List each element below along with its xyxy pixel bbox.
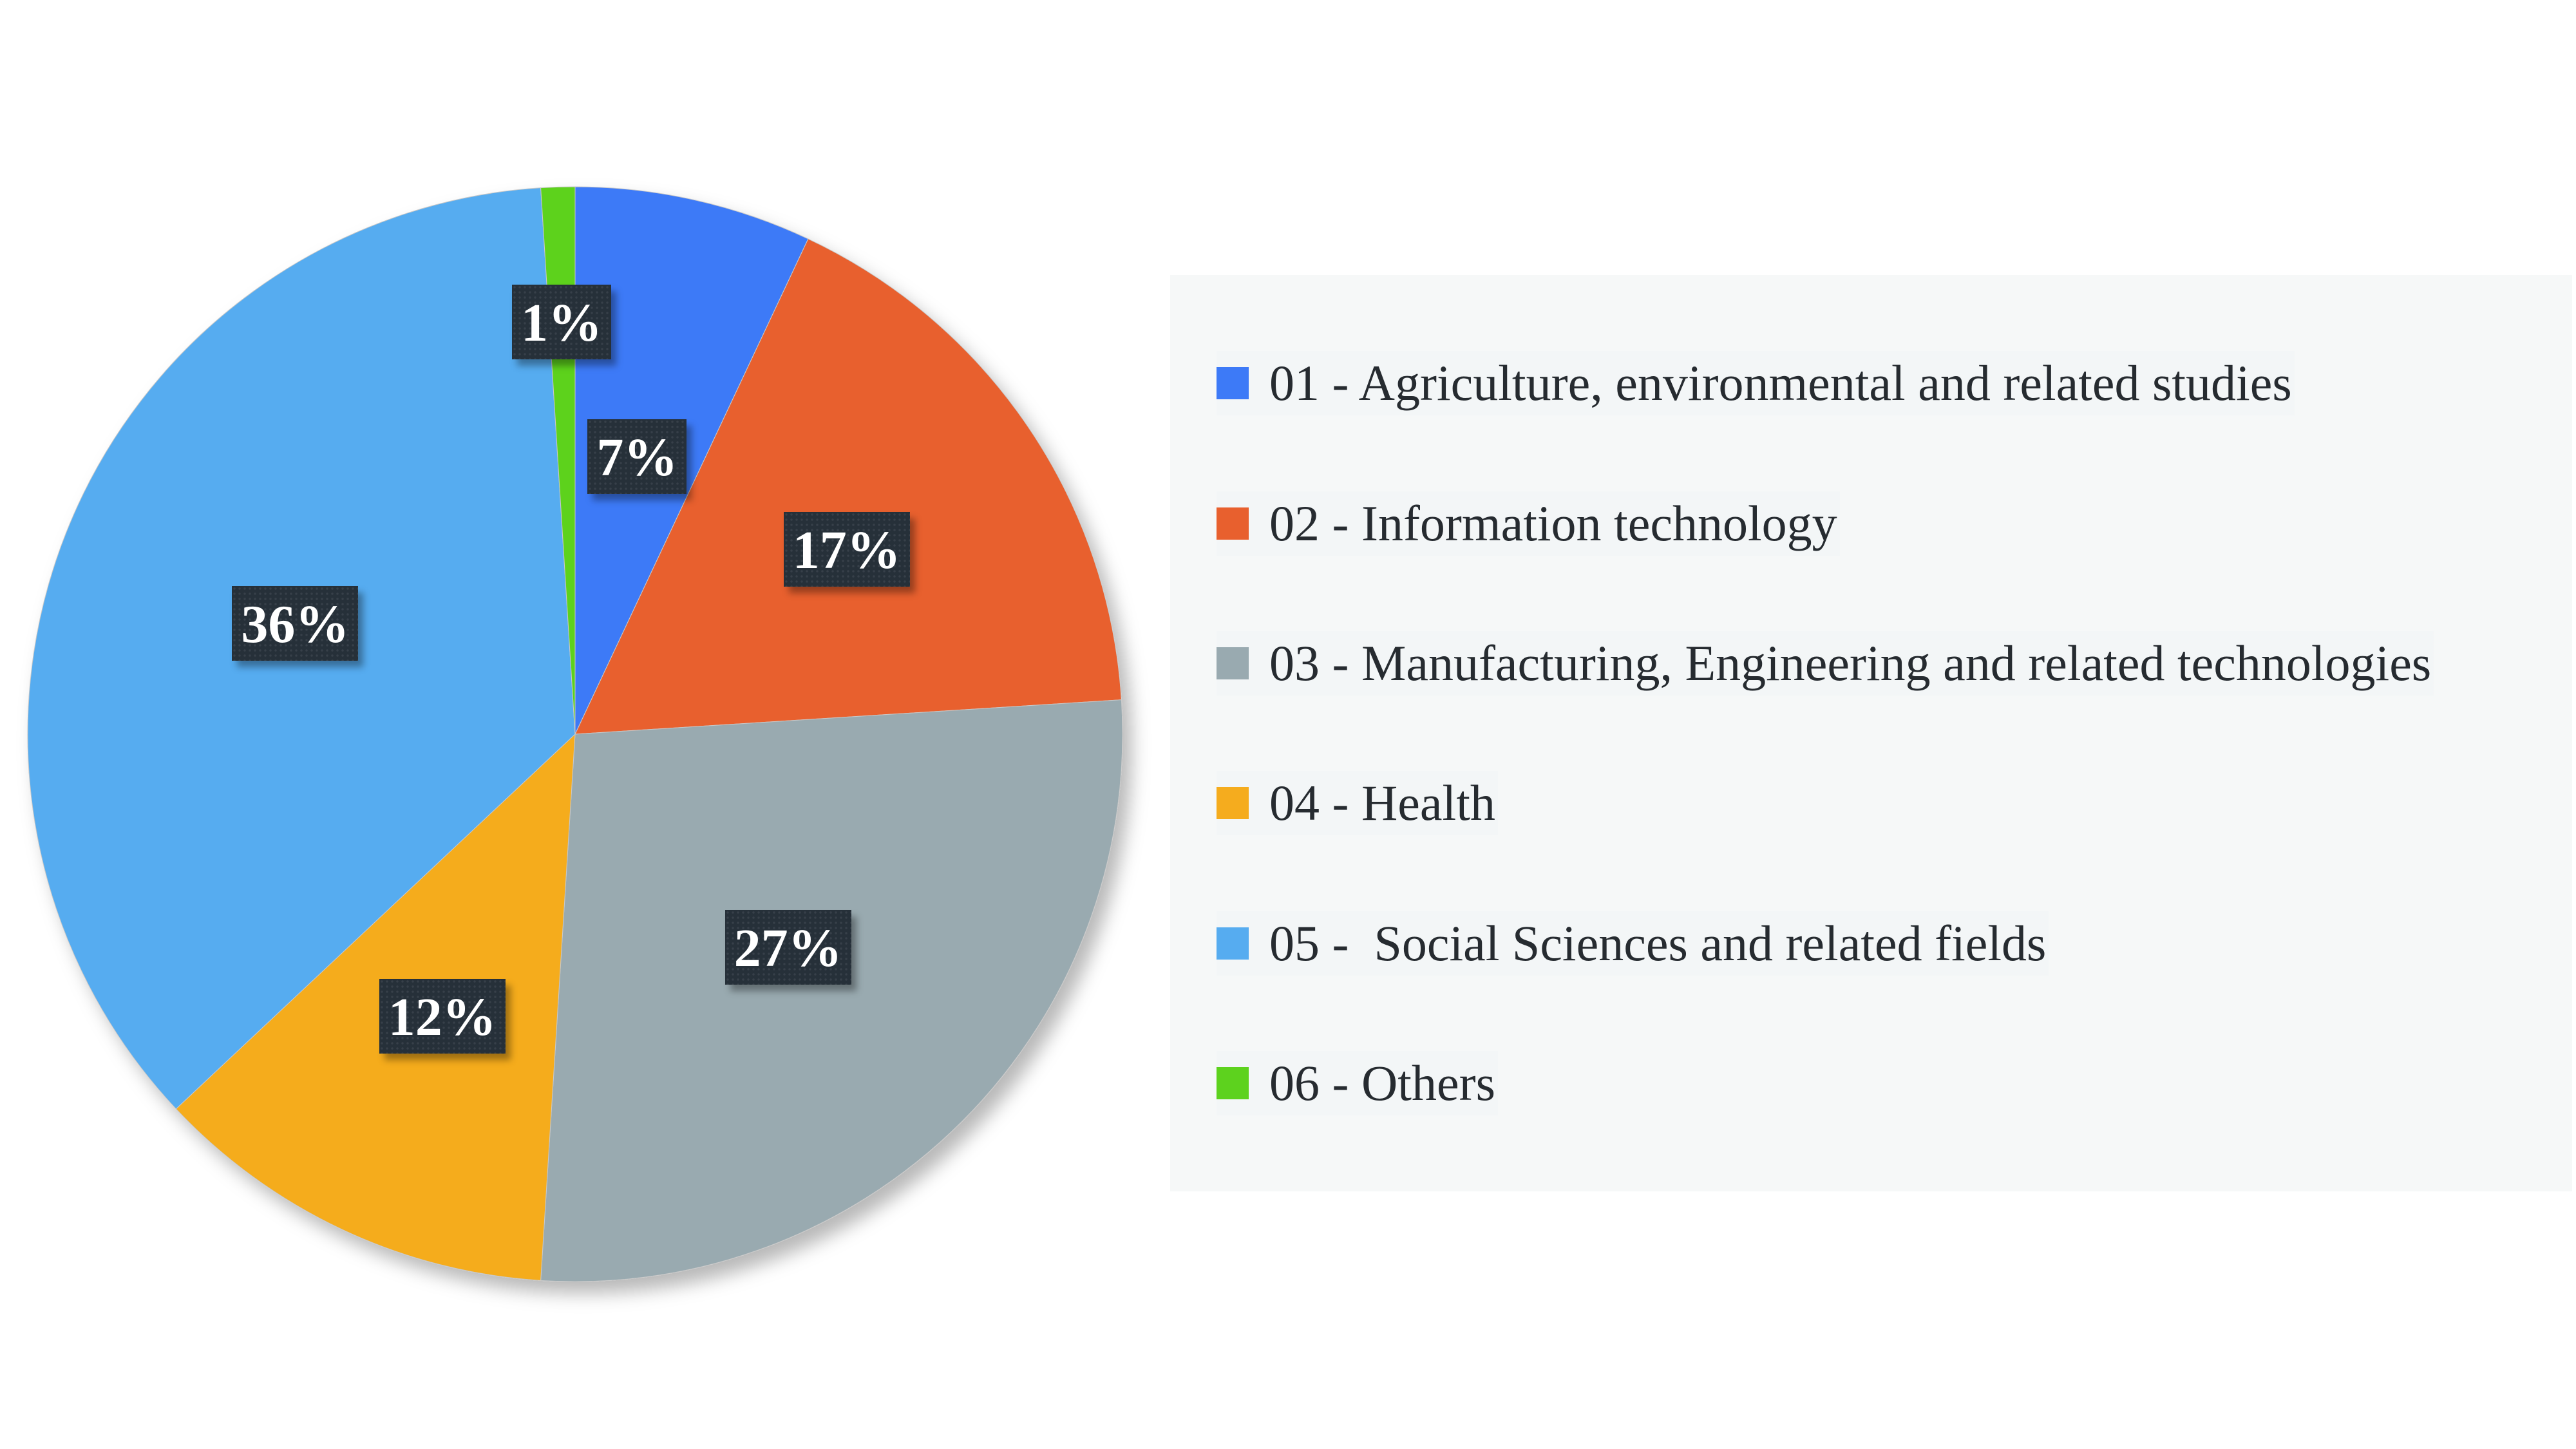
pie-slice-4 [175, 733, 576, 1281]
legend-swatch [1217, 1067, 1249, 1099]
legend-item-information-technology: 02 - Information technology [1217, 491, 1840, 556]
pie-slice-2 [574, 238, 1122, 735]
data-label-6: 1% [512, 285, 611, 359]
pie-slice-3 [540, 699, 1123, 1282]
legend-swatch [1217, 787, 1249, 819]
legend: 01 - Agriculture, environmental and rela… [1170, 275, 2572, 1191]
legend-swatch [1217, 507, 1249, 540]
data-label-4: 12% [379, 979, 506, 1054]
legend-swatch [1217, 647, 1249, 679]
pie-slice-1 [574, 186, 809, 735]
legend-swatch [1217, 927, 1249, 960]
data-label-5: 36% [232, 585, 359, 661]
legend-label: 05 - Social Sciences and related fields [1269, 915, 2047, 971]
legend-label: 02 - Information technology [1269, 495, 1837, 551]
legend-label: 01 - Agriculture, environmental and rela… [1269, 355, 2292, 411]
legend-item-health: 04 - Health [1217, 771, 1498, 835]
legend-label: 03 - Manufacturing, Engineering and rela… [1269, 635, 2432, 691]
legend-item-social-sciences: 05 - Social Sciences and related fields [1217, 911, 2049, 976]
data-label-2: 17% [783, 512, 910, 587]
data-label-3: 27% [724, 909, 851, 985]
legend-item-manufacturing: 03 - Manufacturing, Engineering and rela… [1217, 631, 2434, 696]
data-label-1: 7% [587, 419, 687, 494]
legend-item-others: 06 - Others [1217, 1051, 1498, 1115]
legend-item-agriculture: 01 - Agriculture, environmental and rela… [1217, 351, 2295, 415]
legend-swatch [1217, 367, 1249, 399]
pie-chart [27, 186, 1123, 1282]
legend-label: 06 - Others [1269, 1055, 1495, 1111]
legend-label: 04 - Health [1269, 775, 1495, 831]
